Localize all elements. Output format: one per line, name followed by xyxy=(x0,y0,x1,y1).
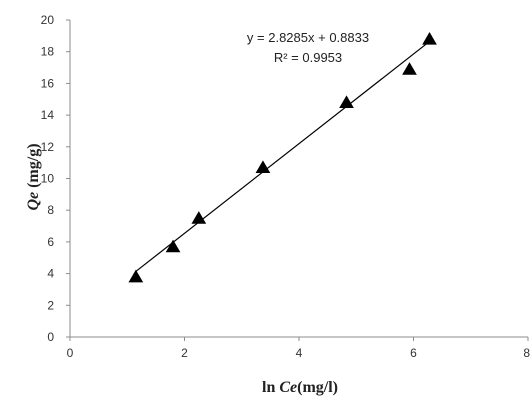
y-tick-label: 18 xyxy=(41,45,55,59)
y-tick-label: 8 xyxy=(47,203,54,217)
data-point xyxy=(422,32,437,45)
data-points xyxy=(128,32,437,283)
y-tick-label: 14 xyxy=(41,108,55,122)
trendline-group xyxy=(135,40,430,272)
data-point xyxy=(165,239,181,253)
y-axis-label-italic: Qe xyxy=(25,192,42,211)
x-tick-label: 6 xyxy=(410,346,417,360)
y-tick-label: 0 xyxy=(47,330,54,344)
data-point xyxy=(191,211,207,224)
y-tick-label: 4 xyxy=(47,267,54,281)
y-tick-label: 16 xyxy=(41,76,55,90)
x-axis-label-suffix: (mg/l) xyxy=(297,379,338,396)
y-axis-label-suffix: (mg/g) xyxy=(25,143,42,191)
x-axis-label-italic: Ce xyxy=(279,379,297,396)
x-tick-label: 0 xyxy=(67,346,74,360)
y-tick-label: 12 xyxy=(41,140,55,154)
y-tick-label: 20 xyxy=(41,13,55,27)
trendline-equation: y = 2.8285x + 0.8833 xyxy=(247,30,369,45)
y-axis-label: Qe (mg/g) xyxy=(25,143,42,210)
data-point xyxy=(402,62,417,75)
y-axis: 0 2 4 6 8 10 12 14 16 18 20 xyxy=(41,13,71,344)
x-tick-label: 4 xyxy=(296,346,303,360)
x-axis-label-prefix: ln xyxy=(262,379,279,396)
x-axis: 0 2 4 6 8 xyxy=(67,336,530,360)
trendline-r-squared: R² = 0.9953 xyxy=(274,50,342,65)
x-axis-label: ln Ce(mg/l) xyxy=(262,379,338,396)
data-point xyxy=(128,269,144,283)
y-tick-label: 6 xyxy=(47,235,54,249)
trendline xyxy=(135,40,430,272)
y-tick-label: 2 xyxy=(47,298,54,312)
y-tick-label: 10 xyxy=(41,172,55,186)
data-point xyxy=(255,160,271,174)
x-tick-label: 8 xyxy=(523,346,530,360)
data-point xyxy=(339,95,354,109)
x-tick-label: 2 xyxy=(181,346,188,360)
